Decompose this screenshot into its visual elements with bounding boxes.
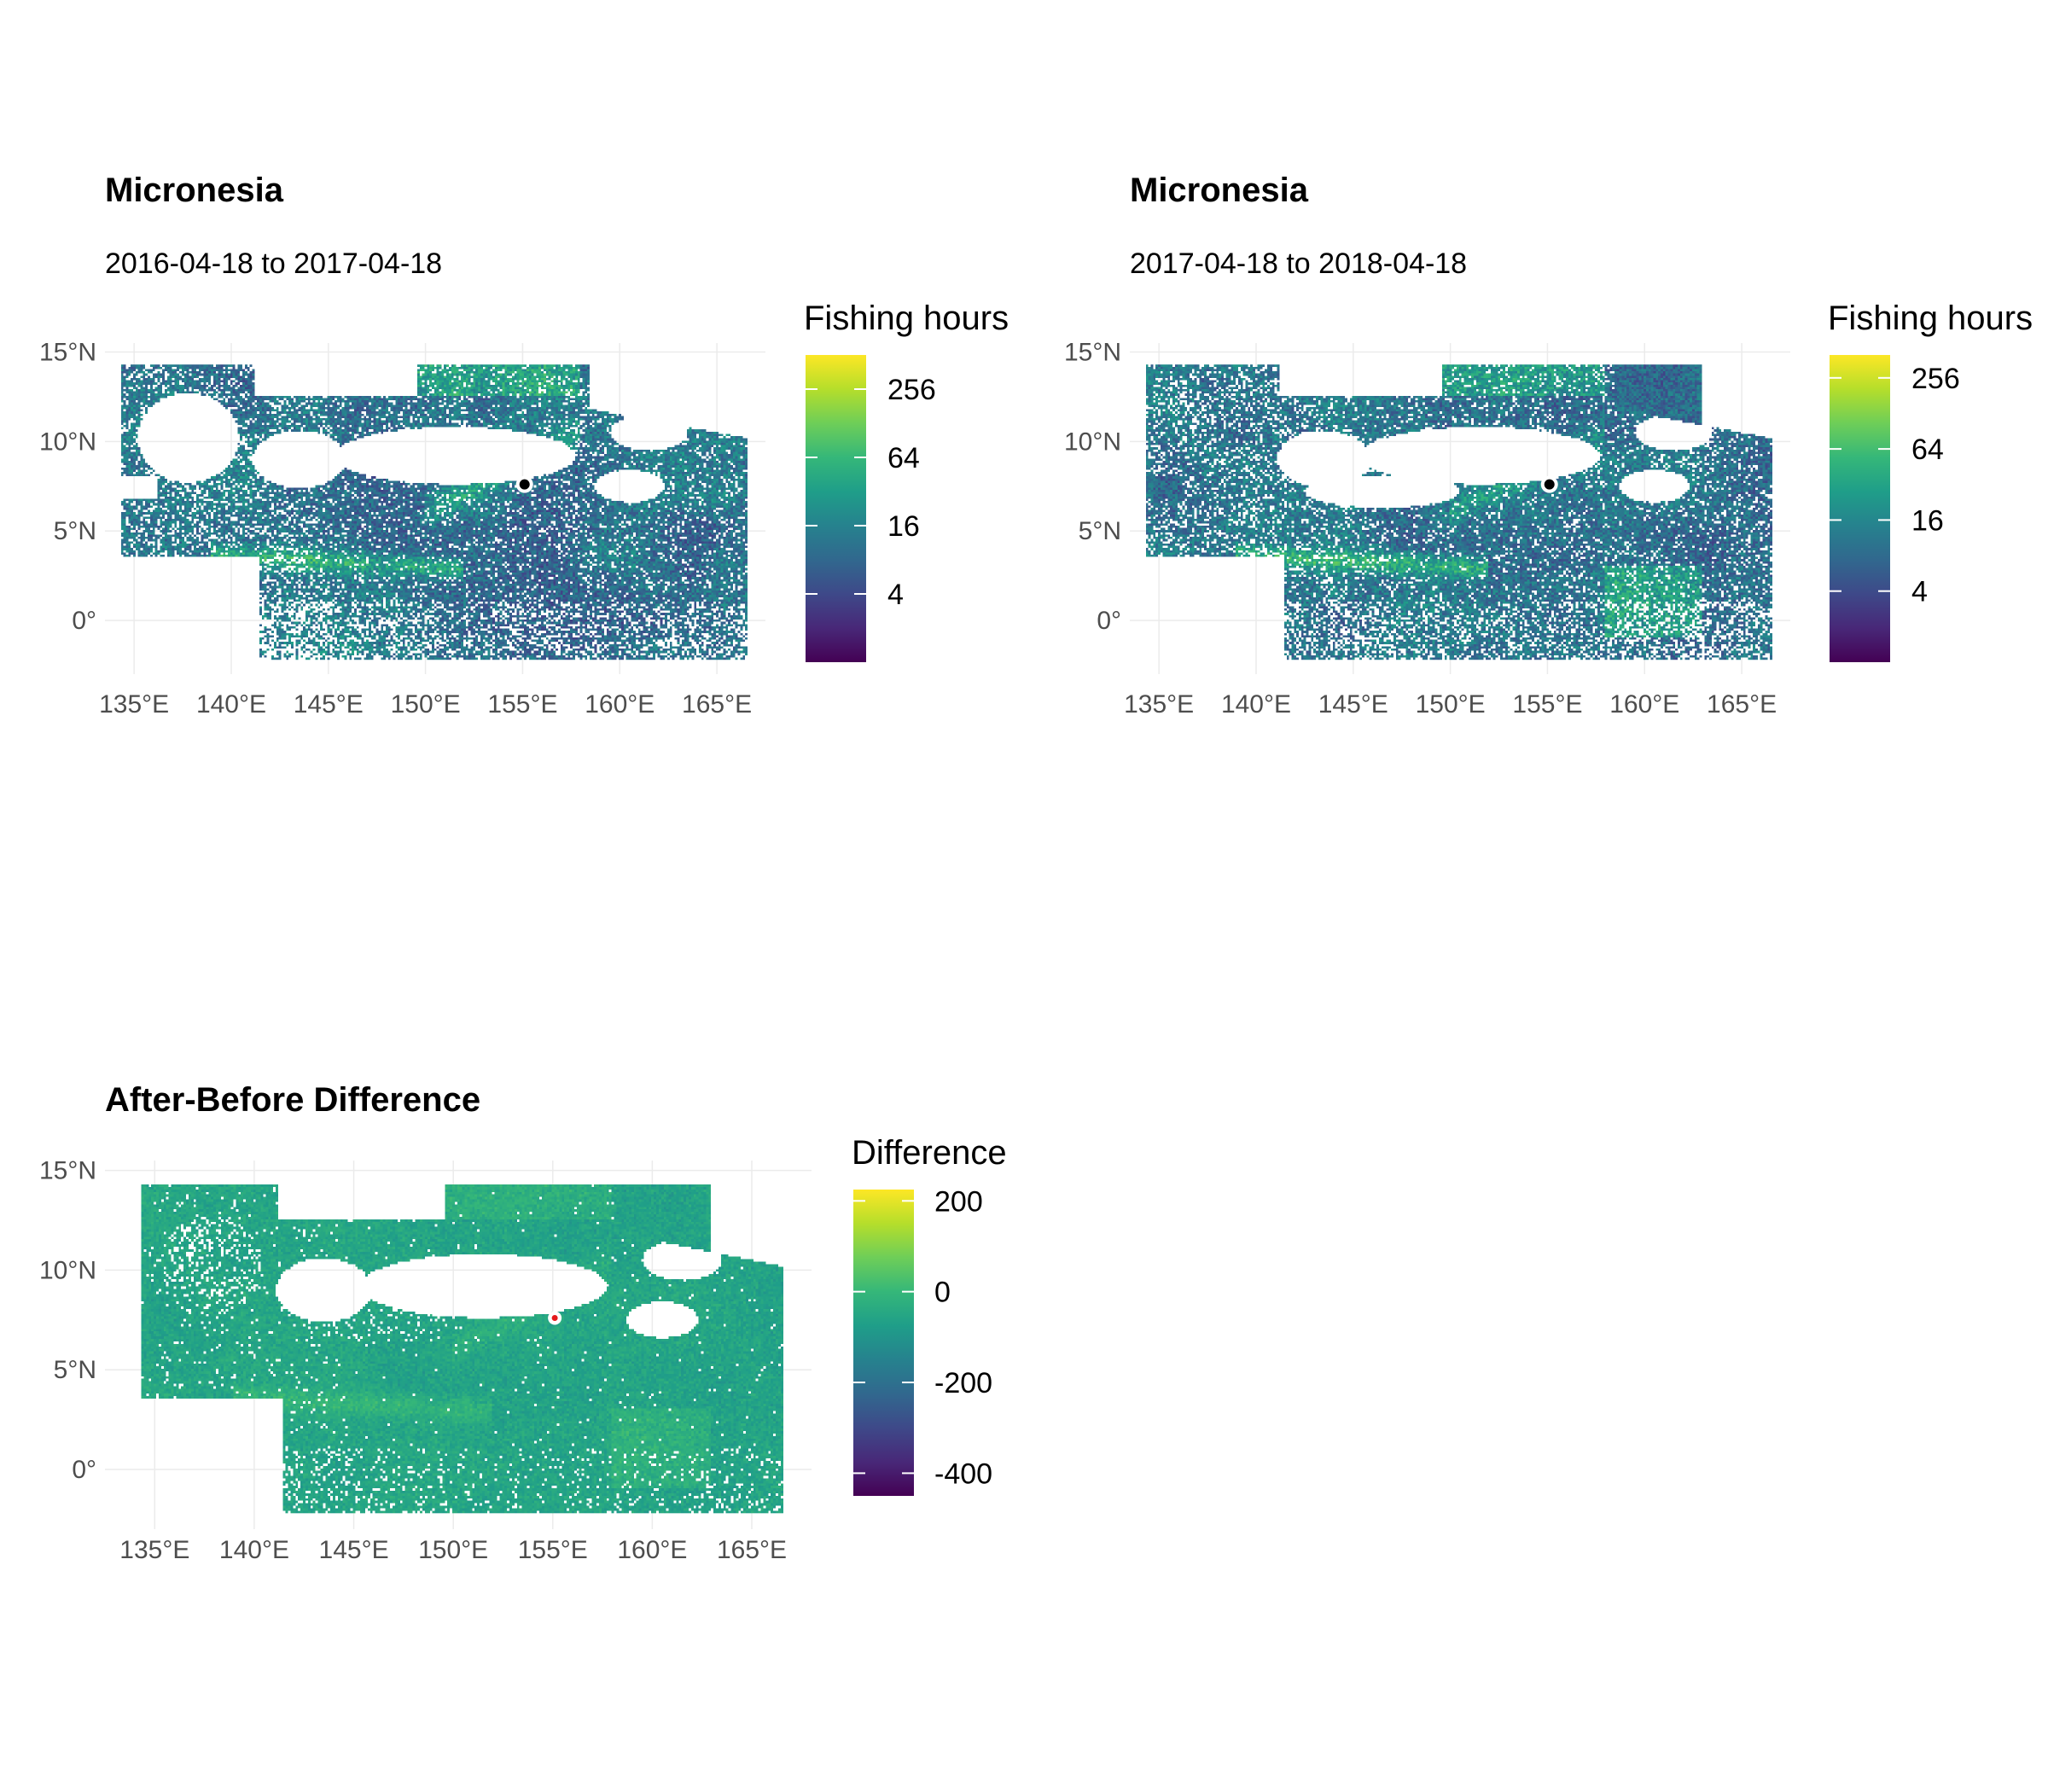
x-tick-label: 155°E xyxy=(1512,690,1582,719)
heatmap-raster xyxy=(1143,364,1775,660)
y-tick-label: 10°N xyxy=(39,428,96,456)
x-tick-label: 165°E xyxy=(682,690,752,719)
x-tick-label: 165°E xyxy=(1707,690,1777,719)
x-tick-label: 150°E xyxy=(1416,690,1486,719)
x-tick-label: 145°E xyxy=(319,1536,389,1564)
legend-label: 16 xyxy=(1911,504,1944,537)
map-plot: 135°E 140°E 145°E 150°E 155°E 160°E 165°E 0° 5°N… xyxy=(39,1157,812,1564)
legend-title: Fishing hours xyxy=(804,300,1009,337)
legend-label: 256 xyxy=(1911,363,1960,395)
y-tick-label: 10°N xyxy=(39,1256,96,1284)
heatmap-raster xyxy=(118,364,750,660)
y-tick-label: 0° xyxy=(1097,607,1121,635)
island-marker xyxy=(551,1314,558,1321)
panel-difference: After-Before Difference 135°E 140°E 145°E 1… xyxy=(39,1081,1007,1564)
y-tick-label: 0° xyxy=(72,1456,96,1484)
panel-after: Micronesia 2017-04-18 to 2018-04-18 135°… xyxy=(1064,172,2033,719)
x-tick-label: 160°E xyxy=(1609,690,1679,719)
x-tick-label: 150°E xyxy=(418,1536,488,1564)
x-tick-label: 145°E xyxy=(294,690,364,719)
y-tick-label: 15°N xyxy=(39,1157,96,1185)
legend-title: Difference xyxy=(852,1134,1007,1172)
x-tick-label: 160°E xyxy=(585,690,655,719)
y-tick-label: 5°N xyxy=(1079,517,1121,545)
x-tick-label: 155°E xyxy=(487,690,557,719)
legend-label: 64 xyxy=(1911,433,1944,466)
legend-title: Fishing hours xyxy=(1828,300,2033,337)
map-plot: 135°E 140°E 145°E 150°E 155°E 160°E 165°E 0° 5°N… xyxy=(1064,338,1790,719)
x-tick-label: 135°E xyxy=(99,690,169,719)
island-marker xyxy=(1544,479,1555,490)
legend: Fishing hours 4 16 64 256 xyxy=(1828,300,2033,662)
panel-before: Micronesia 2016-04-18 to 2017-04-18 135°… xyxy=(39,172,1009,719)
island-marker xyxy=(519,479,530,490)
legend-label: 256 xyxy=(887,374,936,406)
x-tick-label: 145°E xyxy=(1318,690,1388,719)
x-tick-label: 155°E xyxy=(518,1536,588,1564)
legend-label: -400 xyxy=(934,1457,992,1490)
legend-label: 200 xyxy=(934,1185,983,1218)
legend-label: 16 xyxy=(887,510,920,543)
legend-label: 4 xyxy=(1911,576,1928,608)
y-tick-label: 15°N xyxy=(39,338,96,366)
x-tick-label: 140°E xyxy=(1221,690,1291,719)
y-tick-label: 5°N xyxy=(54,517,96,545)
x-tick-label: 150°E xyxy=(391,690,461,719)
legend-label: 4 xyxy=(887,579,904,611)
y-tick-label: 10°N xyxy=(1064,428,1121,456)
colorbar xyxy=(806,355,866,662)
x-tick-label: 135°E xyxy=(119,1536,189,1564)
panel-title: After-Before Difference xyxy=(105,1081,480,1119)
x-tick-label: 140°E xyxy=(196,690,266,719)
y-tick-label: 0° xyxy=(72,607,96,635)
colorbar xyxy=(1830,355,1890,662)
y-tick-label: 5°N xyxy=(54,1356,96,1384)
x-tick-label: 135°E xyxy=(1124,690,1194,719)
x-tick-label: 140°E xyxy=(219,1536,289,1564)
legend-label: 64 xyxy=(887,442,920,474)
colorbar xyxy=(853,1190,914,1496)
legend-label: -200 xyxy=(934,1367,992,1399)
heatmap-raster xyxy=(138,1184,786,1514)
x-tick-label: 160°E xyxy=(617,1536,687,1564)
legend: Difference -400 -200 0 200 xyxy=(852,1134,1007,1496)
panel-subtitle: 2017-04-18 to 2018-04-18 xyxy=(1130,247,1467,280)
panel-title: Micronesia xyxy=(105,172,284,209)
x-tick-label: 165°E xyxy=(717,1536,787,1564)
legend-label: 0 xyxy=(934,1277,951,1309)
map-plot: 135°E 140°E 145°E 150°E 155°E 160°E 165°E 0° 5°N… xyxy=(39,338,765,719)
panel-subtitle: 2016-04-18 to 2017-04-18 xyxy=(105,247,442,280)
y-tick-label: 15°N xyxy=(1064,338,1121,366)
panel-title: Micronesia xyxy=(1130,172,1309,209)
legend: Fishing hours 4 16 64 256 xyxy=(804,300,1009,662)
